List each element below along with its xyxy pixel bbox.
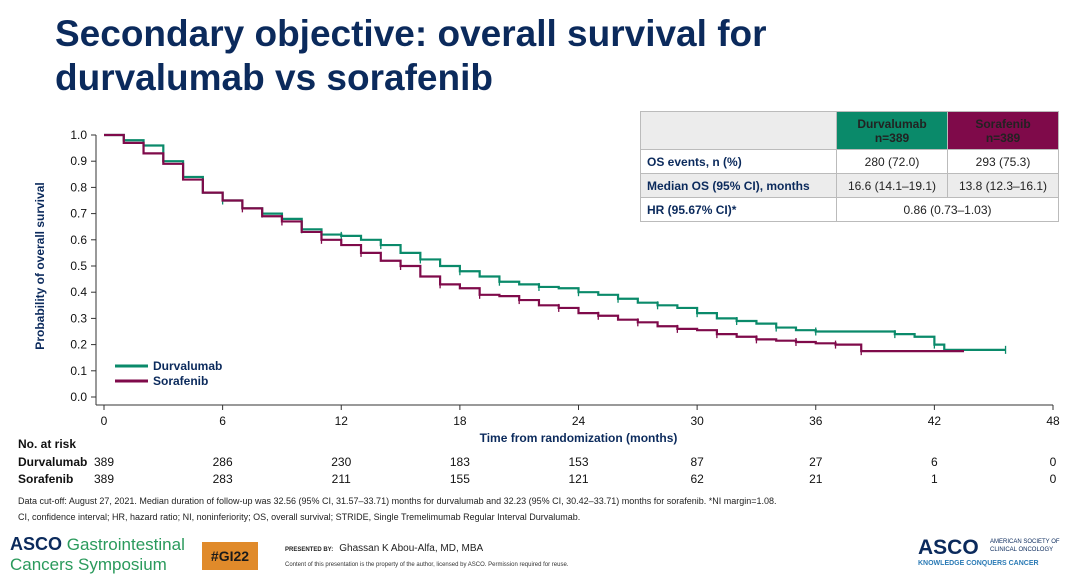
gi-symposium-logo: ASCO Gastrointestinal Cancers Symposium	[10, 534, 185, 574]
y-axis-label: Probability of overall survival	[33, 182, 47, 349]
x-tick-label: 30	[690, 414, 704, 428]
x-axis-label: Time from randomization (months)	[480, 431, 678, 445]
risk-value: 1	[931, 472, 938, 486]
risk-value: 389	[93, 472, 115, 486]
x-tick-label: 18	[453, 414, 467, 428]
risk-value: 389	[93, 455, 115, 469]
x-tick-label: 24	[572, 414, 586, 428]
presenter: PRESENTED BY: Ghassan K Abou-Alfa, MD, MB…	[285, 543, 484, 554]
copyright: Content of this presentation is the prop…	[285, 562, 569, 568]
row-label: OS events, n (%)	[640, 149, 837, 174]
asco-logo: ASCO AMERICAN SOCIETY OF CLINICAL ONCOLOGY…	[918, 536, 1060, 567]
legend-label: Sorafenib	[153, 374, 208, 388]
y-tick-label: 1.0	[70, 128, 87, 142]
risk-value: 62	[690, 472, 704, 486]
y-tick-label: 0.3	[70, 311, 87, 325]
hashtag: #GI22	[202, 542, 258, 570]
risk-value: 211	[331, 472, 351, 486]
stats-table: Durvalumab n=389 Sorafenib n=389 OS events…	[640, 111, 1059, 222]
cell: 0.86 (0.73–1.03)	[836, 197, 1059, 222]
cell: 13.8 (12.3–16.1)	[947, 173, 1059, 198]
risk-value: 0	[1049, 455, 1057, 469]
risk-value: 155	[449, 472, 470, 486]
x-tick-label: 6	[219, 414, 226, 428]
x-tick-label: 36	[809, 414, 823, 428]
x-tick-label: 12	[335, 414, 349, 428]
risk-value: 27	[809, 455, 823, 469]
row-label: Median OS (95% CI), months	[640, 173, 837, 198]
risk-value: 286	[212, 455, 233, 469]
risk-label-sorafenib: Sorafenib	[18, 472, 74, 486]
risk-label-durvalumab: Durvalumab	[18, 455, 88, 469]
y-tick-label: 0.8	[70, 180, 87, 194]
cell: 16.6 (14.1–19.1)	[836, 173, 948, 198]
risk-value: 6	[931, 455, 938, 469]
km-chart: 0 6 12 18 24 30 36 42 48 0.0 0.1 0.2 0.3 0.4 0.5 0.6 0.7…	[33, 128, 1060, 445]
risk-title: No. at risk	[18, 437, 77, 451]
y-tick-label: 0.5	[70, 259, 87, 273]
y-tick-label: 0.2	[70, 338, 87, 352]
risk-value: 121	[568, 472, 589, 486]
header-sorafenib: Sorafenib n=389	[947, 111, 1059, 150]
header-durvalumab: Durvalumab n=389	[836, 111, 948, 150]
legend-label: Durvalumab	[153, 359, 222, 373]
cell: 293 (75.3)	[947, 149, 1059, 174]
row-label: HR (95.67% CI)*	[640, 197, 837, 222]
x-tick-label: 0	[101, 414, 108, 428]
risk-value: 153	[568, 455, 589, 469]
y-tick-label: 0.6	[70, 233, 87, 247]
x-tick-label: 48	[1046, 414, 1060, 428]
y-tick-label: 0.0	[70, 390, 87, 404]
cell: 280 (72.0)	[836, 149, 948, 174]
x-tick-label: 42	[928, 414, 942, 428]
risk-value: 21	[809, 472, 823, 486]
footnote: Data cut-off: August 27, 2021. Median du…	[18, 496, 777, 506]
y-tick-label: 0.4	[70, 285, 87, 299]
risk-value: 183	[449, 455, 470, 469]
y-tick-label: 0.1	[70, 364, 87, 378]
y-tick-label: 0.9	[70, 154, 87, 168]
risk-value: 0	[1049, 472, 1057, 486]
page-title: Secondary objective: overall survival fo…	[55, 13, 767, 98]
risk-value: 230	[331, 455, 352, 469]
risk-value: 283	[212, 472, 233, 486]
risk-value: 87	[690, 455, 704, 469]
y-tick-label: 0.7	[70, 207, 87, 221]
footnote: CI, confidence interval; HR, hazard rati…	[18, 512, 581, 522]
